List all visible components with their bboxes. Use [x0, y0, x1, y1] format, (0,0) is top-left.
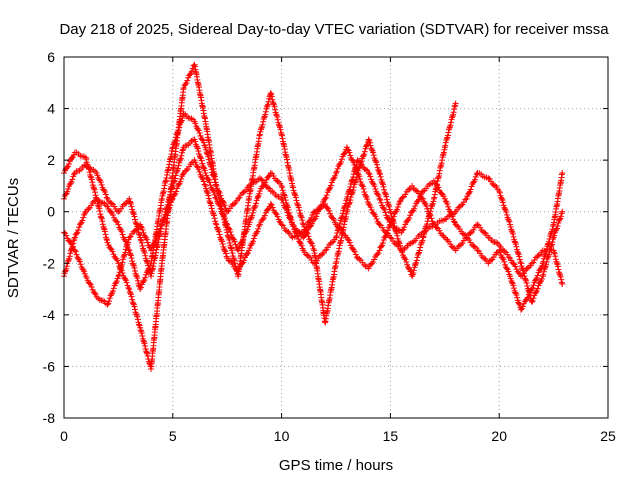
x-tick-label: 15 — [383, 428, 399, 444]
series-track-b — [61, 110, 566, 305]
plot-frame — [63, 56, 609, 419]
data-point — [115, 260, 122, 267]
y-tick-label: 6 — [47, 49, 55, 65]
x-tick-label: 20 — [491, 428, 507, 444]
y-tick-label: -6 — [43, 358, 56, 374]
data-point — [169, 182, 176, 189]
y-tick-label: 2 — [47, 152, 55, 168]
data-point — [256, 221, 263, 228]
data-point — [224, 208, 231, 215]
data-point — [213, 182, 220, 189]
data-point — [365, 136, 372, 143]
data-point — [213, 221, 220, 228]
data-point — [420, 195, 427, 202]
x-tick-label: 5 — [169, 428, 177, 444]
data-point — [126, 286, 133, 293]
data-point — [224, 221, 231, 228]
chart-title: Day 218 of 2025, Sidereal Day-to-day VTE… — [59, 21, 609, 38]
series-track-d — [61, 157, 566, 308]
data-point — [463, 195, 470, 202]
data-point — [267, 200, 274, 207]
data-point — [559, 280, 566, 287]
series-track-d-trace — [62, 159, 565, 307]
x-tick-label: 25 — [600, 428, 616, 444]
y-tick-label: 0 — [47, 204, 55, 220]
data-point — [333, 170, 339, 177]
x-tick-label: 10 — [274, 428, 290, 444]
y-axis-label: SDTVAR / TECUs — [5, 178, 22, 298]
data-point — [104, 301, 111, 308]
data-points — [61, 61, 566, 373]
data-point — [474, 221, 481, 228]
data-point — [126, 247, 133, 254]
y-tick-label: 4 — [47, 101, 55, 117]
ticks — [63, 56, 609, 419]
data-point — [213, 195, 220, 202]
data-point — [517, 260, 524, 267]
data-point — [539, 273, 546, 280]
data-point — [202, 182, 209, 189]
data-point — [169, 195, 176, 202]
y-tick-labels: -8 -6 -4 -2 0 2 4 6 — [43, 49, 56, 426]
y-tick-label: -8 — [43, 410, 56, 426]
x-axis-label: GPS time / hours — [279, 457, 393, 474]
series-track-b-trace — [61, 111, 565, 304]
x-tick-labels: 0 5 10 15 20 25 — [60, 428, 616, 444]
data-point — [256, 188, 263, 195]
data-point — [115, 221, 122, 228]
x-tick-label: 0 — [60, 428, 68, 444]
data-point — [376, 195, 383, 202]
data-point — [528, 298, 535, 305]
data-point — [311, 260, 318, 267]
y-tick-label: -2 — [43, 255, 56, 271]
data-point — [158, 221, 165, 228]
data-point — [420, 234, 427, 241]
data-point — [202, 170, 209, 177]
data-point — [365, 170, 372, 177]
data-point — [267, 170, 274, 177]
data-point — [115, 208, 122, 215]
y-tick-label: -4 — [43, 307, 56, 323]
data-point — [71, 247, 78, 254]
data-point — [376, 247, 383, 254]
